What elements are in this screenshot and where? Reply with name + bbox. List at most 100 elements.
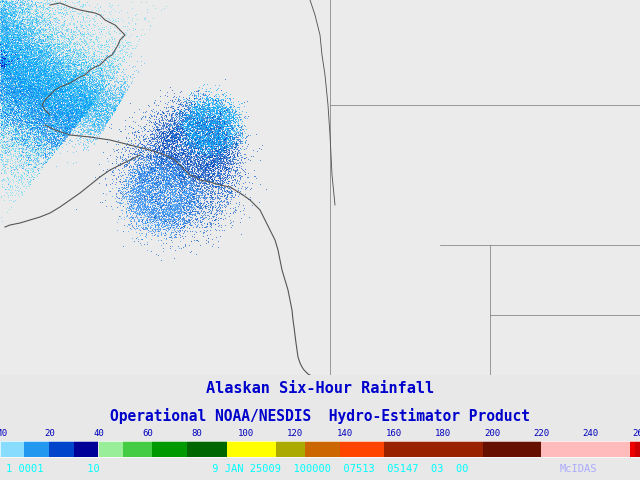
Point: [33, 104, 43, 111]
Point: [20, 138, 30, 146]
Point: [206, 183, 216, 191]
Point: [52, 68, 63, 76]
Point: [71, 92, 81, 99]
Point: [214, 104, 224, 111]
Point: [35, 104, 45, 112]
Point: [11, 130, 21, 138]
Point: [22, 98, 33, 106]
Point: [214, 140, 225, 148]
Point: [45, 88, 56, 96]
Point: [34, 61, 44, 69]
Point: [199, 126, 209, 133]
Point: [15, 110, 26, 118]
Point: [127, 185, 137, 192]
Point: [173, 195, 183, 203]
Point: [173, 142, 183, 150]
Point: [80, 86, 90, 94]
Point: [76, 78, 86, 85]
Point: [63, 60, 74, 67]
Point: [200, 118, 211, 125]
Point: [40, 113, 51, 121]
Point: [32, 71, 42, 78]
Point: [159, 158, 170, 166]
Point: [53, 44, 63, 51]
Point: [165, 199, 175, 206]
Point: [61, 102, 72, 110]
Point: [35, 101, 45, 108]
Point: [113, 96, 124, 103]
Point: [50, 0, 60, 5]
Point: [20, 23, 30, 31]
Point: [107, 205, 117, 213]
Point: [35, 104, 45, 111]
Point: [26, 156, 36, 164]
Point: [196, 141, 206, 149]
Point: [60, 84, 70, 92]
Point: [66, 74, 76, 82]
Point: [178, 134, 188, 142]
Point: [18, 10, 28, 17]
Point: [84, 61, 94, 69]
Point: [0, 43, 6, 50]
Point: [127, 26, 138, 34]
Point: [40, 125, 51, 132]
Point: [30, 45, 40, 52]
Point: [79, 92, 90, 100]
Point: [79, 103, 90, 110]
Point: [65, 81, 76, 88]
Point: [0, 143, 8, 150]
Point: [185, 184, 195, 192]
Point: [102, 92, 113, 100]
Point: [239, 128, 249, 135]
Point: [202, 101, 212, 109]
Point: [1, 148, 11, 156]
Point: [49, 92, 60, 99]
Point: [176, 156, 186, 163]
Point: [155, 184, 165, 192]
Point: [24, 71, 35, 78]
Point: [0, 118, 7, 125]
Point: [54, 99, 65, 107]
Point: [19, 30, 29, 37]
Point: [185, 168, 195, 175]
Point: [141, 108, 151, 115]
Point: [212, 135, 223, 143]
Point: [179, 216, 189, 224]
Point: [33, 120, 43, 127]
Point: [227, 118, 237, 125]
Point: [1, 79, 11, 86]
Point: [195, 155, 205, 162]
Point: [198, 183, 209, 191]
Point: [177, 116, 188, 123]
Point: [0, 91, 6, 98]
Point: [88, 68, 99, 75]
Point: [129, 224, 139, 231]
Point: [137, 185, 147, 193]
Point: [0, 10, 7, 18]
Point: [0, 25, 8, 33]
Point: [219, 89, 229, 97]
Point: [179, 127, 189, 134]
Point: [1, 57, 11, 65]
Point: [20, 38, 30, 46]
Point: [13, 75, 23, 83]
Point: [149, 172, 159, 180]
Point: [163, 158, 173, 166]
Point: [1, 34, 12, 42]
Point: [58, 59, 68, 66]
Point: [174, 164, 184, 171]
Point: [180, 118, 190, 125]
Point: [76, 81, 86, 88]
Point: [11, 112, 21, 120]
Point: [0, 65, 6, 73]
Point: [113, 68, 123, 76]
Point: [0, 18, 7, 25]
Point: [50, 91, 60, 99]
Point: [36, 22, 47, 29]
Point: [189, 204, 199, 211]
Point: [40, 107, 50, 114]
Point: [127, 201, 137, 209]
Point: [57, 73, 67, 81]
Point: [20, 77, 31, 84]
Point: [53, 108, 63, 115]
